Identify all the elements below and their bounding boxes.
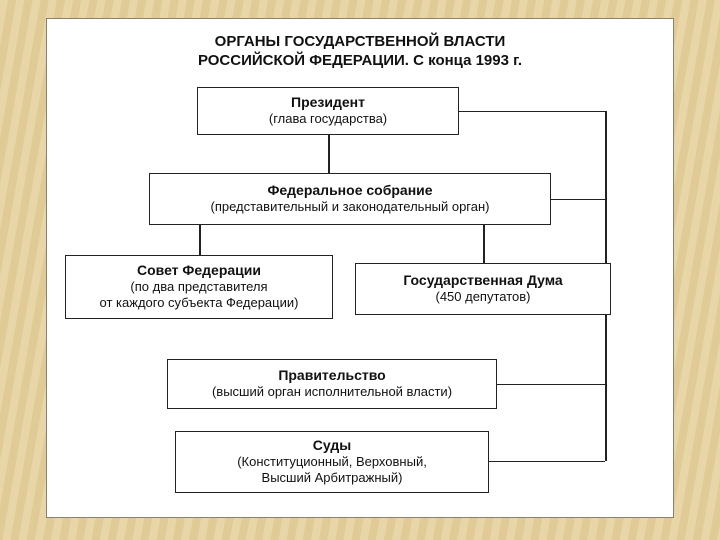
edge-spine-to-government [497, 384, 605, 386]
node-title: Правительство [174, 367, 490, 385]
node-state-duma: Государственная Дума (450 депутатов) [355, 263, 611, 315]
edge-spine-to-courts [489, 461, 605, 463]
node-federation-council: Совет Федерации (по два представителяот … [65, 255, 333, 319]
node-subtitle: (Конституционный, Верховный,Высший Арбит… [182, 454, 482, 487]
diagram-stage: Президент (глава государства) Федерально… [47, 81, 673, 511]
node-subtitle: (высший орган исполнительной власти) [174, 384, 490, 400]
edge-assembly-to-duma [483, 225, 485, 263]
title-line-2: РОССИЙСКОЙ ФЕДЕРАЦИИ. С конца 1993 г. [198, 52, 522, 69]
title-line-1: ОРГАНЫ ГОСУДАРСТВЕННОЙ ВЛАСТИ [215, 33, 506, 50]
node-courts: Суды (Конституционный, Верховный,Высший … [175, 431, 489, 493]
edge-spine-to-federal-assembly [551, 199, 605, 201]
node-title: Суды [182, 437, 482, 455]
node-title: Совет Федерации [72, 262, 326, 280]
node-federal-assembly: Федеральное собрание (представительный и… [149, 173, 551, 225]
node-subtitle: (представительный и законодательный орга… [156, 199, 544, 215]
edge-president-to-assembly [328, 135, 330, 173]
node-title: Президент [204, 94, 452, 112]
node-president: Президент (глава государства) [197, 87, 459, 135]
node-subtitle: (450 депутатов) [362, 289, 604, 305]
edge-president-to-spine [459, 111, 605, 113]
node-government: Правительство (высший орган исполнительн… [167, 359, 497, 409]
diagram-title: ОРГАНЫ ГОСУДАРСТВЕННОЙ ВЛАСТИ РОССИЙСКОЙ… [47, 33, 673, 71]
page-background: ОРГАНЫ ГОСУДАРСТВЕННОЙ ВЛАСТИ РОССИЙСКОЙ… [0, 0, 720, 540]
diagram-sheet: ОРГАНЫ ГОСУДАРСТВЕННОЙ ВЛАСТИ РОССИЙСКОЙ… [46, 18, 674, 518]
node-title: Федеральное собрание [156, 182, 544, 200]
node-title: Государственная Дума [362, 272, 604, 290]
node-subtitle: (глава государства) [204, 111, 452, 127]
node-subtitle: (по два представителяот каждого субъекта… [72, 279, 326, 312]
edge-assembly-to-council [199, 225, 201, 255]
